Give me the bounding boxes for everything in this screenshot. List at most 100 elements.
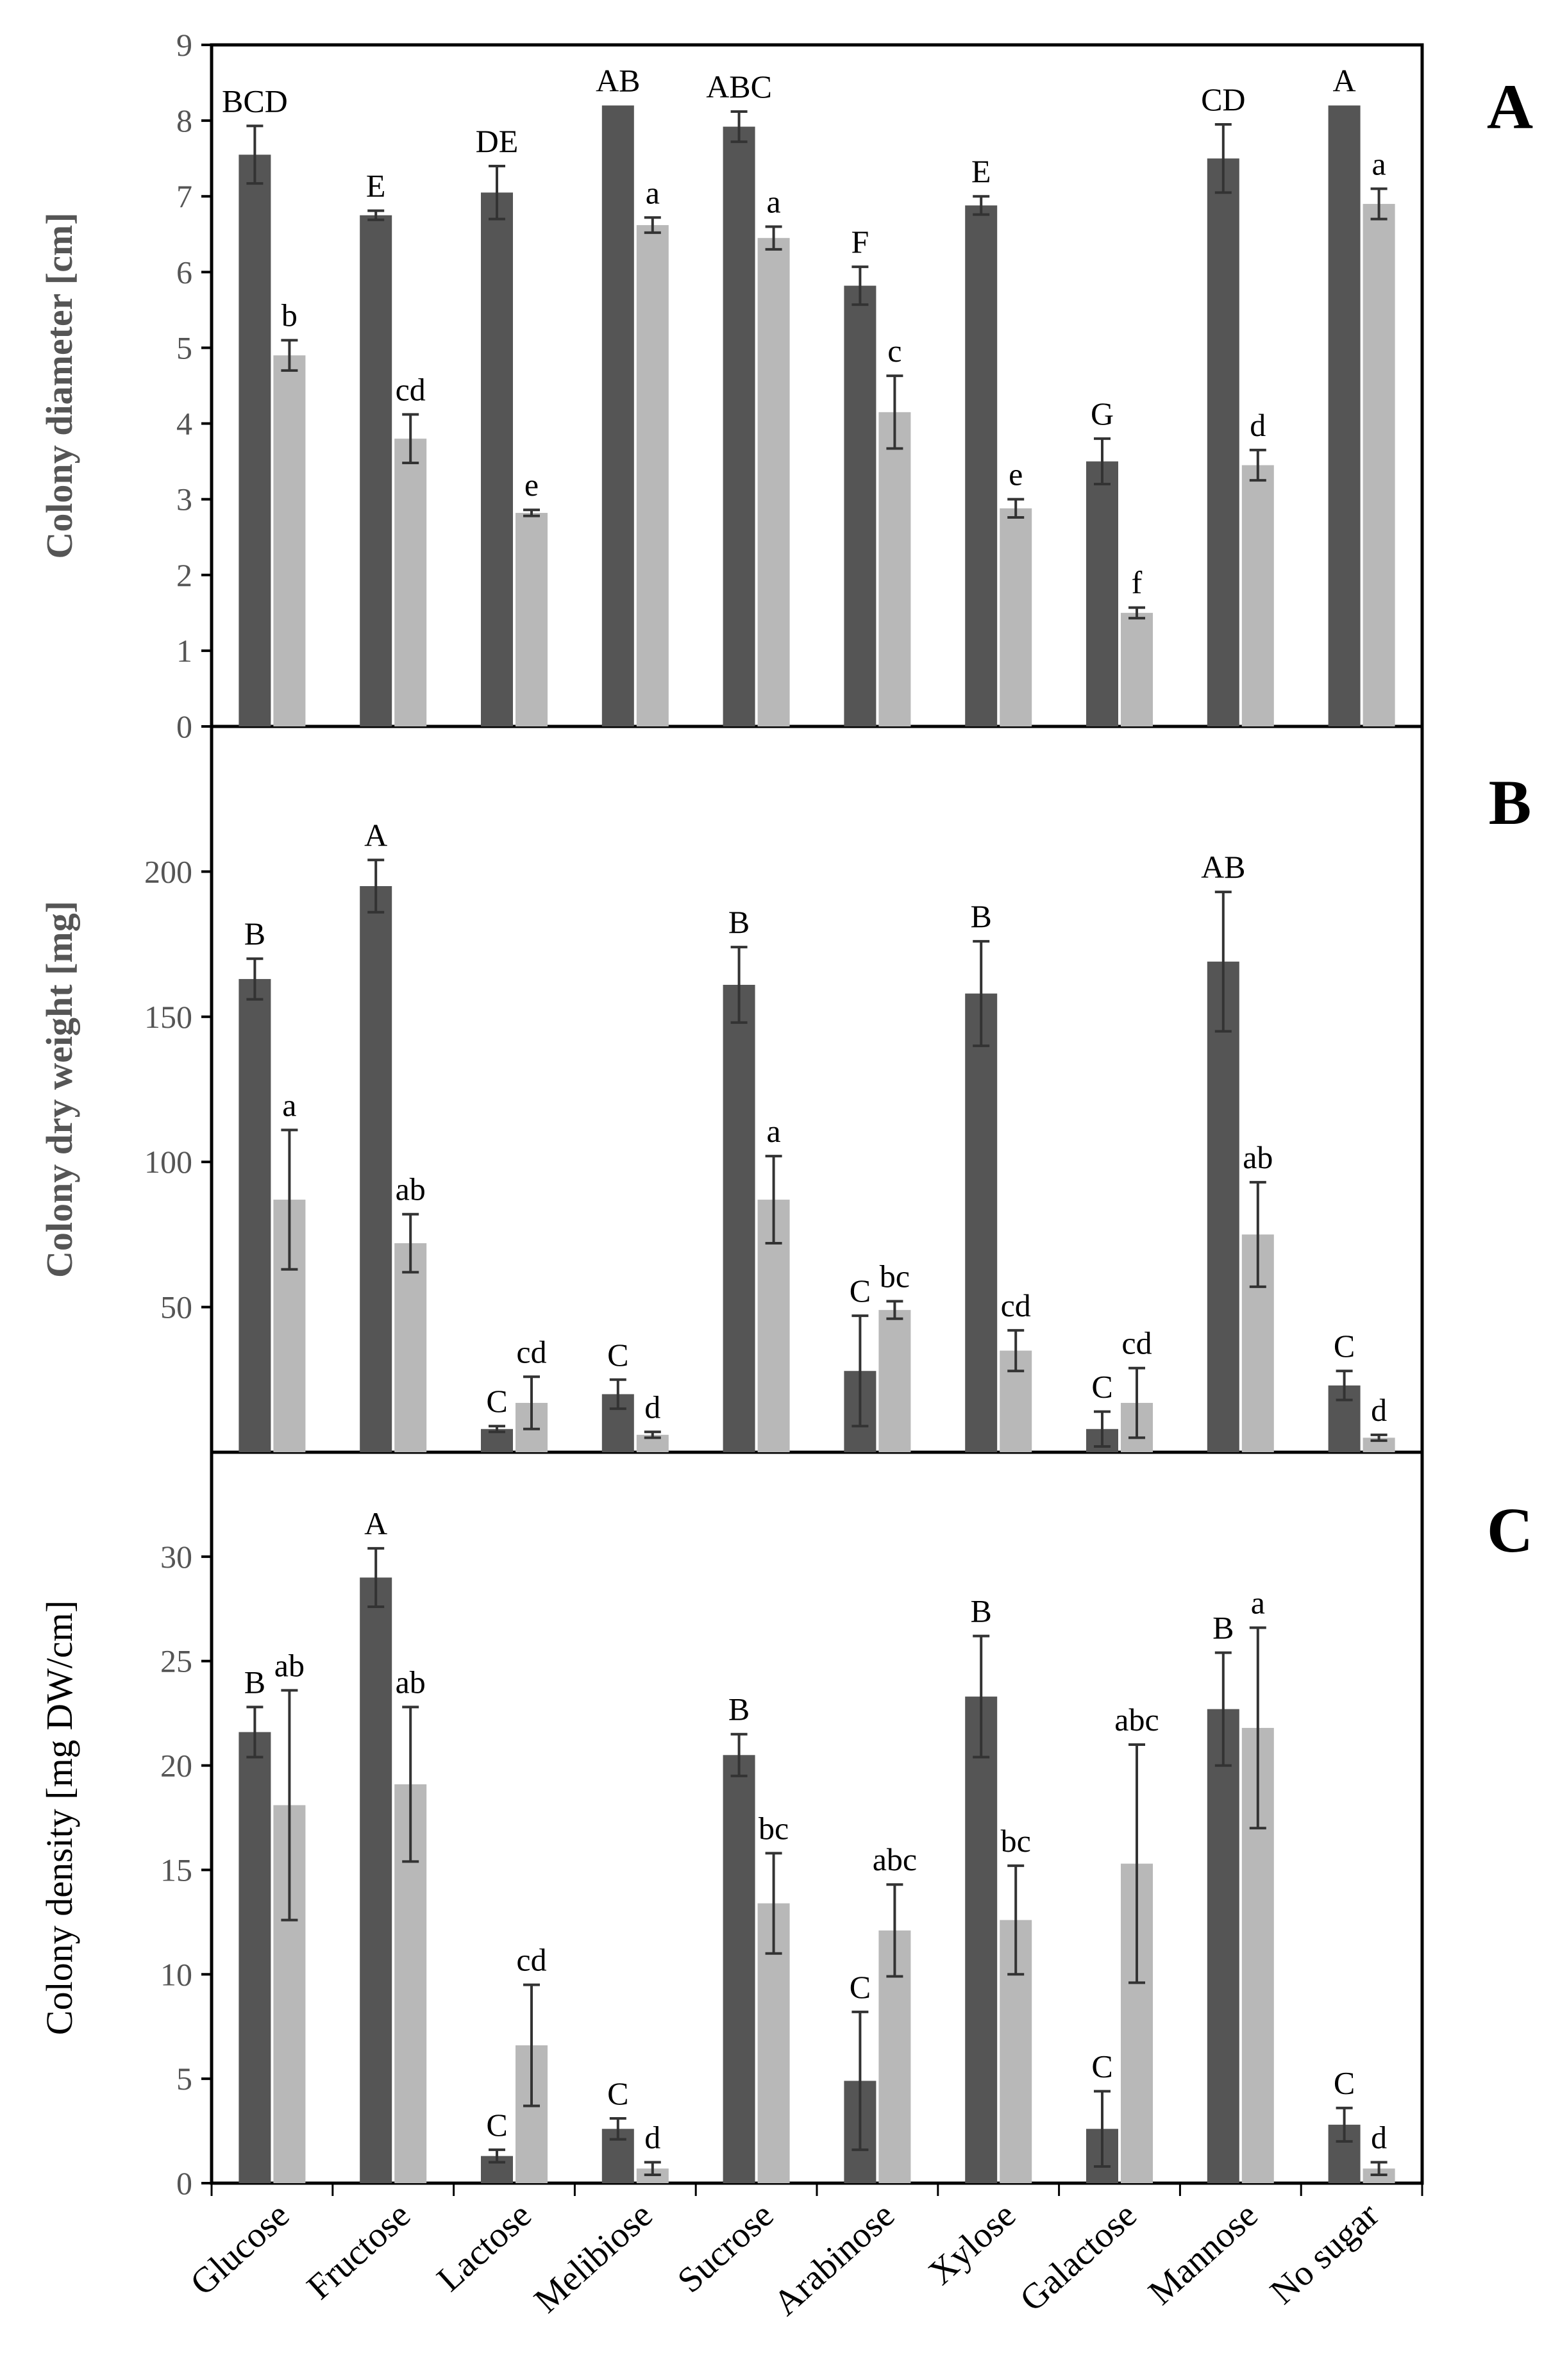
panel-a-significance-label: CD bbox=[1201, 81, 1245, 117]
panel-b-significance-label: bc bbox=[880, 1259, 910, 1295]
panel-a-bar bbox=[394, 439, 427, 726]
panel-c-significance-label: a bbox=[1251, 1585, 1265, 1621]
panel-a-bar bbox=[360, 215, 392, 726]
panel-b-significance-label: C bbox=[1334, 1328, 1355, 1364]
panel-b-ylabel: Colony dry weight [mg] bbox=[38, 901, 80, 1278]
panel-a-ytick-label: 3 bbox=[176, 482, 192, 517]
panel-a-bar bbox=[1000, 508, 1032, 726]
x-category-label: Galactose bbox=[1012, 2195, 1145, 2320]
x-category-label: No sugar bbox=[1262, 2195, 1386, 2312]
panel-a-letter: A bbox=[1487, 71, 1533, 142]
panel-b-significance-label: C bbox=[850, 1273, 871, 1309]
panel-b-significance-label: C bbox=[607, 1337, 628, 1373]
panel-c-ylabel: Colony density [mg DW/cm] bbox=[38, 1600, 80, 2035]
panel-frames bbox=[201, 43, 1424, 2196]
panel-b-significance-label: B bbox=[244, 916, 265, 951]
panel-c-frame bbox=[210, 1450, 1424, 2185]
panel-a-significance-label: b bbox=[281, 298, 298, 333]
panel-c-bar bbox=[965, 1697, 998, 2183]
panel-b-ytick-label: 200 bbox=[144, 853, 192, 889]
panel-c-ytick-label: 15 bbox=[160, 1852, 192, 1888]
panel-c-significance-label: A bbox=[364, 1505, 387, 1541]
panel-c-significance-label: ab bbox=[396, 1664, 426, 1700]
panel-a-significance-label: a bbox=[646, 174, 660, 210]
panel-b-bar bbox=[965, 993, 998, 1452]
panel-c-significance-label: B bbox=[1212, 1610, 1234, 1646]
panel-c-significance-label: B bbox=[244, 1664, 265, 1700]
x-category-label: Xylose bbox=[921, 2195, 1023, 2293]
panel-b-bar bbox=[1207, 961, 1239, 1452]
panel-b-bar bbox=[394, 1243, 427, 1452]
panel-c-significance-label: C bbox=[486, 2107, 507, 2143]
panel-a-ytick-label: 7 bbox=[176, 178, 192, 214]
panel-c-letter: C bbox=[1487, 1495, 1533, 1566]
panel-a-bar bbox=[1086, 461, 1118, 726]
panel-b-significance-label: a bbox=[766, 1113, 780, 1149]
panel-c-ytick-label: 10 bbox=[160, 1956, 192, 1992]
panel-c-significance-label: d bbox=[1371, 2119, 1387, 2155]
panel-c-significance-label: C bbox=[607, 2075, 628, 2111]
x-category-label: Mannose bbox=[1141, 2195, 1265, 2313]
panel-a-bar bbox=[757, 238, 790, 726]
panel-a-ytick-label: 9 bbox=[176, 27, 192, 63]
panel-c-ytick-label: 30 bbox=[160, 1539, 192, 1575]
panel-a-ytick-label: 6 bbox=[176, 254, 192, 290]
panel-c-significance-label: cd bbox=[516, 1942, 546, 1978]
panel-b-bar bbox=[360, 886, 392, 1452]
panel-a-significance-label: E bbox=[366, 168, 386, 204]
panel-a-significance-label: d bbox=[1250, 407, 1266, 443]
panel-a-significance-label: G bbox=[1091, 396, 1114, 432]
panel-c-significance-label: ab bbox=[274, 1647, 305, 1683]
panel-c-bar bbox=[723, 1755, 755, 2183]
panel-a-bar bbox=[965, 205, 998, 726]
x-category-label: Lactose bbox=[430, 2195, 539, 2300]
panel-a-significance-label: e bbox=[524, 467, 539, 503]
panel-a-significance-label: AB bbox=[596, 62, 640, 98]
panel-a-bar bbox=[516, 512, 548, 726]
panel-a-bar bbox=[636, 225, 669, 726]
panel-a-ytick-label: 0 bbox=[176, 708, 192, 744]
panel-b-significance-label: B bbox=[728, 904, 750, 940]
panel-b-significance-label: B bbox=[971, 898, 992, 934]
panel-a-bar bbox=[1207, 158, 1239, 726]
panel-a-frame bbox=[210, 43, 1424, 728]
panel-c-ytick-label: 20 bbox=[160, 1748, 192, 1784]
panel-a-significance-label: A bbox=[1333, 62, 1356, 98]
panel-b-significance-label: ab bbox=[396, 1171, 426, 1207]
panel-a-significance-label: F bbox=[851, 224, 869, 260]
panel-a-significance-label: f bbox=[1132, 565, 1143, 601]
panel-a-ytick-label: 8 bbox=[176, 103, 192, 138]
panel-b-significance-label: cd bbox=[1001, 1287, 1031, 1323]
panel-a-bar bbox=[1363, 204, 1395, 726]
x-category-label: Fructose bbox=[299, 2195, 418, 2308]
panel-b-significance-label: C bbox=[1091, 1369, 1112, 1405]
panel-c-bar bbox=[360, 1577, 392, 2183]
panel-c-ytick-label: 0 bbox=[176, 2165, 192, 2201]
panel-b-bar bbox=[878, 1310, 911, 1452]
x-category-label: Arabinose bbox=[766, 2195, 903, 2324]
panel-b-significance-label: cd bbox=[516, 1334, 546, 1370]
panel-a-bar bbox=[481, 192, 513, 727]
panel-c-significance-label: bc bbox=[759, 1810, 789, 1846]
panel-a-bar bbox=[239, 155, 271, 726]
x-category-label: Sucrose bbox=[670, 2195, 781, 2301]
panel-a-ylabel: Colony diameter [cm] bbox=[38, 212, 80, 558]
panel-c-significance-label: C bbox=[850, 1969, 871, 2005]
panel-c-ytick-label: 5 bbox=[176, 2061, 192, 2097]
panel-b-frame bbox=[210, 725, 1424, 1454]
panel-a-bar bbox=[1121, 612, 1153, 726]
panel-a-bar bbox=[273, 355, 306, 726]
panel-b-bar bbox=[723, 984, 755, 1452]
panel-c-bar bbox=[239, 1732, 271, 2183]
panel-b-significance-label: C bbox=[486, 1383, 507, 1419]
panel-b-bar bbox=[239, 978, 271, 1452]
panel-a-bar bbox=[878, 412, 911, 726]
panel-a-bar bbox=[1241, 465, 1274, 726]
panel-b-significance-label: ab bbox=[1243, 1139, 1273, 1175]
panel-b-significance-label: cd bbox=[1121, 1325, 1152, 1361]
panel-c-significance-label: d bbox=[644, 2119, 660, 2155]
panel-b-significance-label: d bbox=[644, 1389, 660, 1425]
panel-c-significance-label: abc bbox=[873, 1841, 917, 1877]
panel-b-ytick-label: 150 bbox=[144, 999, 192, 1035]
panel-a-significance-label: ABC bbox=[706, 69, 772, 105]
